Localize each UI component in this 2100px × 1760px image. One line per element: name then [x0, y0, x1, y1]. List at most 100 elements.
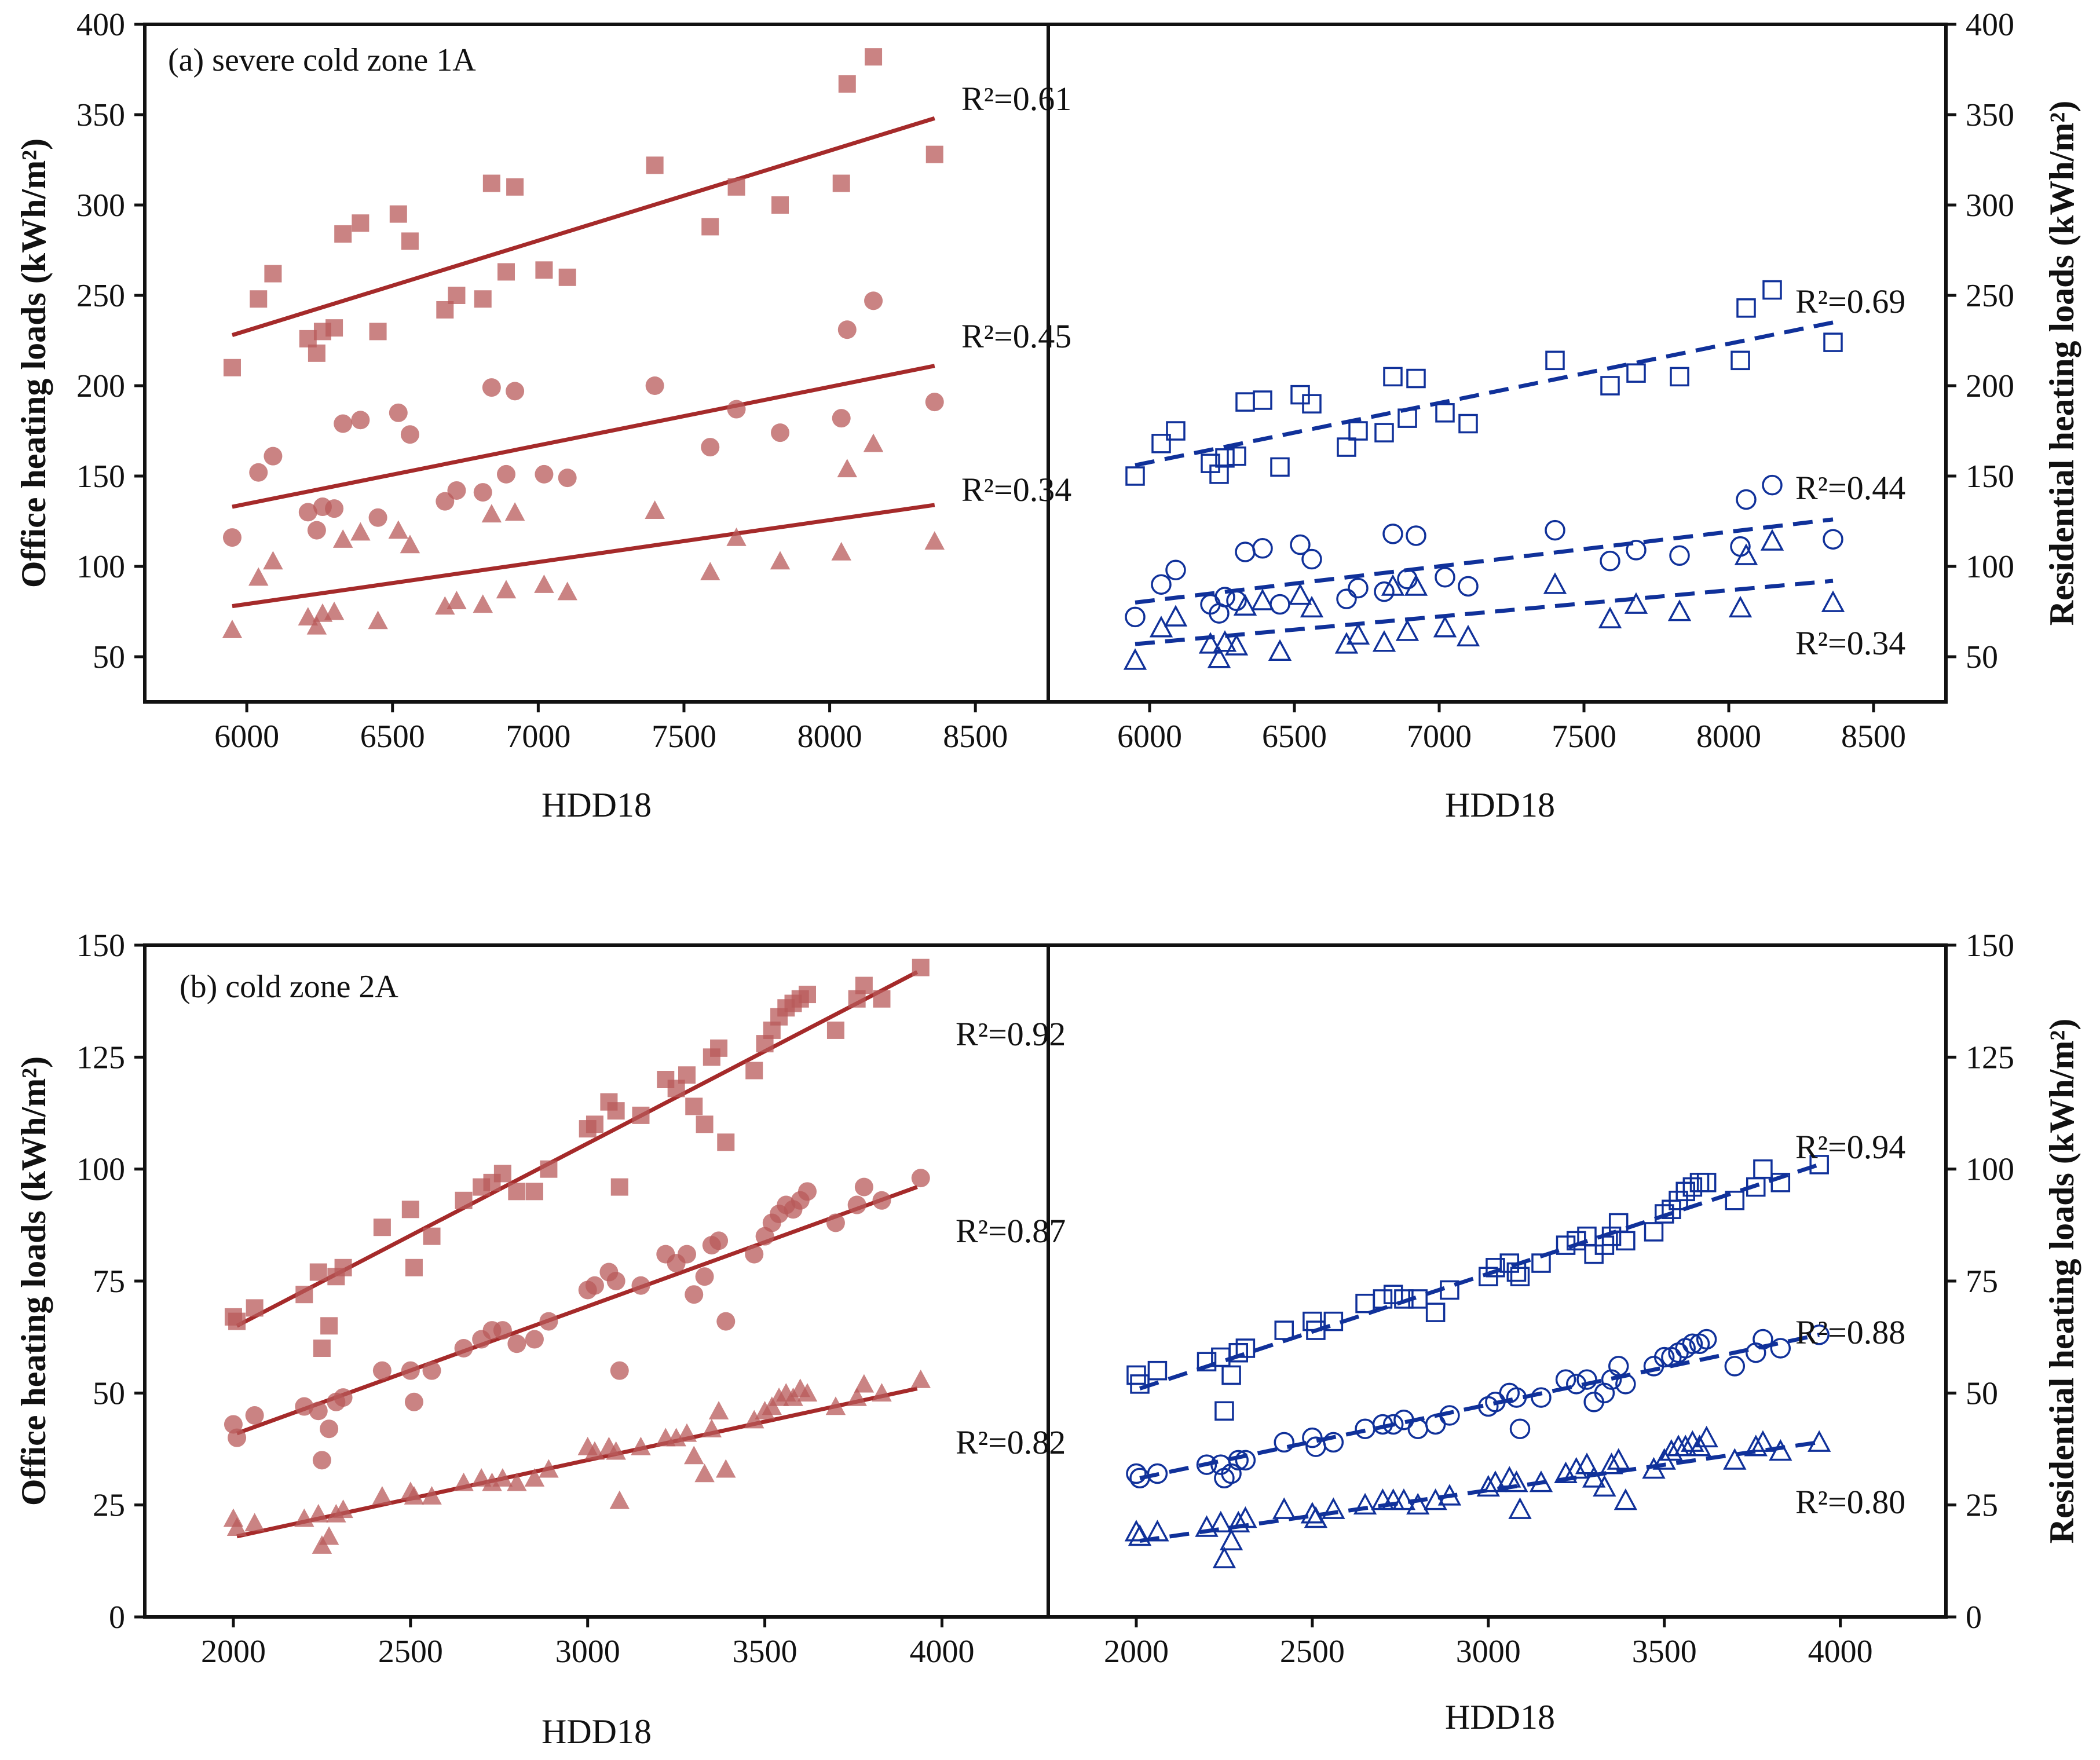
residential-triangle-point — [1508, 1497, 1532, 1519]
residential-triangle-point — [1213, 630, 1237, 652]
office-triangle-point — [319, 1526, 339, 1545]
office-square-point — [535, 261, 553, 279]
office-circle-point — [535, 464, 554, 484]
residential-square-point — [1348, 421, 1368, 441]
office-square-point — [308, 344, 325, 362]
right-x-tick-label: 3500 — [1632, 1634, 1697, 1670]
office-triangle-point — [368, 610, 388, 630]
office-circle-point — [422, 1361, 441, 1380]
office-triangle-point — [496, 580, 517, 599]
residential-square-point — [1736, 298, 1756, 318]
residential-circle-point — [1372, 1414, 1393, 1435]
residential-circle-point — [1336, 588, 1357, 609]
residential-triangle-point — [1659, 1439, 1684, 1461]
residential-square-point — [1214, 1401, 1234, 1421]
office-triangle-point — [701, 1418, 722, 1437]
office-r2-label: R²=0.61 — [961, 80, 1071, 118]
office-square-point — [586, 1115, 603, 1133]
residential-triangle-point — [1300, 595, 1324, 618]
residential-triangle-point — [1250, 588, 1275, 610]
office-square-point — [799, 986, 816, 1004]
residential-circle-point — [1125, 606, 1146, 628]
office-circle-point — [826, 1213, 845, 1232]
right-y-tick-label: 25 — [1966, 1488, 1998, 1524]
right-y-tick-label: 100 — [1966, 1152, 2014, 1188]
residential-circle-point — [1746, 1342, 1766, 1363]
residential-triangle-point — [1582, 1466, 1606, 1488]
residential-square-point — [1696, 1173, 1717, 1192]
office-triangle-point — [645, 500, 665, 519]
office-triangle-point — [910, 1369, 931, 1388]
office-r2-label: R²=0.92 — [956, 1015, 1066, 1053]
residential-r2-label: R²=0.44 — [1795, 469, 1905, 507]
right-x-axis-label: HDD18 — [1445, 1698, 1555, 1736]
office-triangle-point — [631, 1436, 651, 1455]
left-y-tick-label: 300 — [76, 188, 125, 224]
office-circle-point — [404, 1392, 423, 1411]
residential-triangle-point — [1233, 594, 1257, 616]
residential-square-point — [1725, 1191, 1745, 1210]
residential-circle-point — [1576, 1369, 1597, 1390]
office-circle-point — [249, 463, 268, 482]
office-circle-point — [701, 438, 720, 457]
office-square-point — [401, 1201, 419, 1219]
residential-triangle-point — [1807, 1430, 1831, 1452]
residential-square-point — [1306, 1320, 1326, 1340]
right-y-tick-label: 200 — [1966, 368, 2014, 404]
residential-triangle-point — [1593, 1474, 1616, 1497]
left-y-tick-label: 100 — [76, 1152, 125, 1188]
office-square-point — [710, 1039, 728, 1057]
residential-square-point — [1130, 1374, 1150, 1394]
office-circle-point — [771, 423, 790, 442]
residential-triangle-point — [1149, 616, 1173, 638]
left-y-tick-label: 100 — [76, 549, 125, 585]
residential-triangle-point — [1372, 630, 1396, 652]
residential-triangle-point — [1353, 1492, 1377, 1515]
office-square-point — [745, 1062, 763, 1080]
office-square-point — [832, 174, 850, 192]
office-r2-label: R²=0.87 — [956, 1212, 1066, 1250]
residential-circle-point — [1823, 529, 1843, 550]
left-x-axis-label: HDD18 — [542, 1713, 652, 1751]
office-circle-point — [368, 508, 387, 527]
office-square-point — [228, 1312, 246, 1330]
office-circle-point — [864, 291, 883, 310]
residential-circle-point — [1506, 1387, 1527, 1408]
residential-square-point — [1506, 1262, 1527, 1282]
office-circle-point — [832, 409, 851, 428]
panel-cold-zone-2a: 0 0 25 25 50 50 75 75 100 100 125 125 150 150 2000 2000… — [14, 928, 2081, 1751]
office-square-point — [632, 1106, 650, 1124]
left-y-tick-label: 400 — [76, 7, 125, 43]
right-x-tick-label: 6500 — [1262, 719, 1327, 755]
office-circle-point — [525, 1330, 544, 1349]
residential-square-point — [1601, 1226, 1622, 1246]
residential-circle-point — [1226, 590, 1247, 612]
office-circle-point — [539, 1312, 558, 1331]
office-triangle-point — [248, 567, 269, 586]
residential-square-point — [1770, 1173, 1791, 1192]
left-x-tick-label: 8500 — [943, 719, 1008, 755]
office-triangle-point — [726, 527, 747, 546]
residential-triangle-point — [1821, 590, 1845, 612]
office-triangle-point — [744, 1410, 764, 1429]
residential-r2-label: R²=0.94 — [1795, 1128, 1905, 1166]
residential-circle-point — [1374, 581, 1395, 602]
residential-triangle-point — [1381, 574, 1405, 596]
office-triangle-point — [298, 607, 319, 626]
residential-circle-point — [1382, 1414, 1404, 1435]
residential-triangle-point — [1198, 632, 1223, 654]
residential-triangle-point — [1164, 605, 1188, 627]
office-circle-point — [351, 411, 370, 430]
office-triangle-point — [770, 551, 791, 570]
office-r2-label: R²=0.34 — [961, 471, 1071, 508]
residential-circle-point — [1600, 550, 1620, 572]
office-triangle-point — [372, 1485, 393, 1505]
residential-circle-point — [1682, 1333, 1703, 1355]
residential-circle-point — [1269, 594, 1290, 615]
residential-triangle-point — [1456, 624, 1480, 647]
office-circle-point — [872, 1191, 891, 1210]
office-triangle-point — [422, 1485, 442, 1505]
residential-square-point — [1147, 1360, 1168, 1381]
residential-circle-point — [1355, 1418, 1375, 1439]
office-triangle-point — [492, 1468, 513, 1487]
